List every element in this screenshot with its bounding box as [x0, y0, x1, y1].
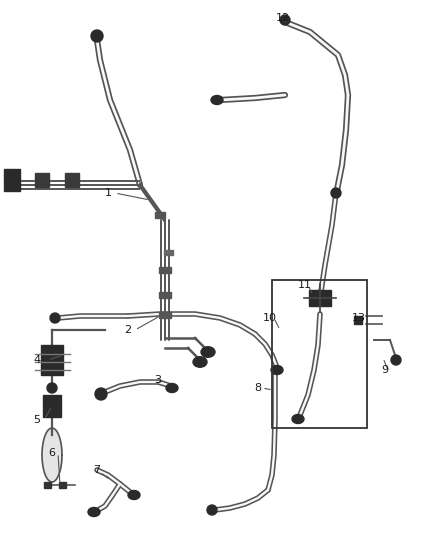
- Bar: [65, 173, 79, 187]
- Text: 2: 2: [124, 325, 131, 335]
- Text: 5: 5: [33, 415, 40, 425]
- Bar: [159, 292, 171, 298]
- Text: 3: 3: [155, 375, 162, 385]
- Bar: [44, 482, 51, 488]
- Circle shape: [95, 388, 107, 400]
- Bar: [43, 395, 61, 417]
- Text: 8: 8: [254, 383, 261, 393]
- Ellipse shape: [292, 415, 304, 424]
- Ellipse shape: [166, 384, 178, 392]
- Circle shape: [280, 15, 290, 25]
- Polygon shape: [42, 428, 62, 482]
- Text: 11: 11: [298, 280, 312, 290]
- Bar: [309, 290, 331, 306]
- Ellipse shape: [128, 490, 140, 499]
- Bar: [155, 212, 165, 218]
- Circle shape: [391, 355, 401, 365]
- Ellipse shape: [201, 347, 215, 357]
- Ellipse shape: [271, 366, 283, 375]
- Bar: [164, 250, 173, 255]
- Circle shape: [207, 505, 217, 515]
- Bar: [354, 316, 362, 324]
- Text: 9: 9: [381, 365, 389, 375]
- Circle shape: [313, 291, 327, 305]
- Text: 6: 6: [49, 448, 56, 458]
- Text: 10: 10: [263, 313, 277, 323]
- Bar: [159, 267, 171, 273]
- Circle shape: [47, 383, 57, 393]
- Ellipse shape: [193, 357, 207, 367]
- Bar: [159, 312, 171, 318]
- Text: 1: 1: [105, 188, 112, 198]
- Bar: [41, 345, 63, 375]
- Ellipse shape: [88, 507, 100, 516]
- Circle shape: [91, 30, 103, 42]
- Text: 13: 13: [352, 313, 366, 323]
- Text: 4: 4: [33, 355, 41, 365]
- Ellipse shape: [211, 95, 223, 104]
- Text: 12: 12: [276, 13, 290, 23]
- Bar: [272, 280, 367, 428]
- Circle shape: [331, 188, 341, 198]
- Bar: [4, 169, 20, 191]
- Bar: [59, 482, 66, 488]
- Circle shape: [50, 313, 60, 323]
- Text: 7: 7: [93, 465, 101, 475]
- Bar: [35, 173, 49, 187]
